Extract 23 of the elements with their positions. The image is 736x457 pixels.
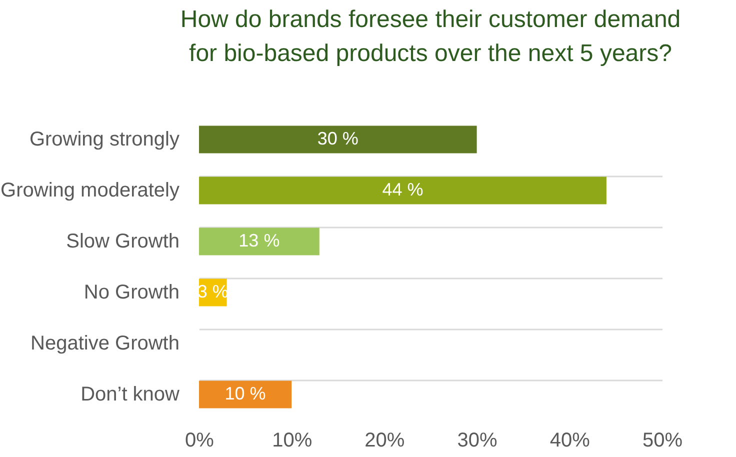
- y-tick-label: Slow Growth: [66, 230, 180, 252]
- y-tick-label: Negative Growth: [30, 332, 180, 354]
- y-tick-label: Growing moderately: [0, 180, 180, 202]
- y-tick-label: Growing strongly: [29, 128, 180, 150]
- text: How do brands foresee their customer demand: [180, 6, 681, 33]
- x-tick-label: 10%: [272, 430, 312, 452]
- x-tick-label: 40%: [550, 430, 590, 452]
- data-label: 13 %: [238, 230, 280, 250]
- x-tick-label: 30%: [457, 430, 498, 452]
- x-tick-label: 50%: [642, 430, 683, 452]
- x-tick-label: 0%: [185, 430, 214, 452]
- bar: [199, 380, 292, 408]
- data-label: 3 %: [197, 282, 228, 302]
- data-label: 30 %: [317, 128, 358, 148]
- x-tick-label: 20%: [364, 430, 405, 452]
- y-tick-label: Don’t know: [80, 384, 180, 406]
- text: for bio-based products over the next 5 years?: [189, 40, 672, 67]
- bar: [199, 126, 477, 154]
- bar: [199, 176, 606, 204]
- data-label: 10 %: [224, 384, 266, 404]
- bar: [199, 228, 320, 256]
- y-tick-label: No Growth: [84, 282, 180, 304]
- data-label: 44 %: [382, 180, 424, 200]
